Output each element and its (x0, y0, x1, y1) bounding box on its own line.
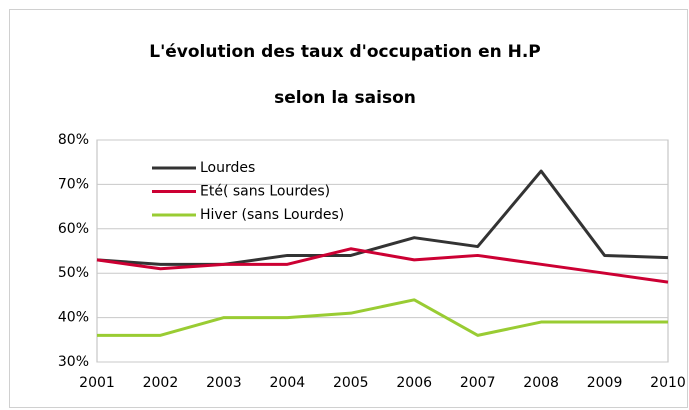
series-line (97, 298, 668, 337)
x-tick-label: 2003 (206, 375, 242, 391)
x-tick-label: 2005 (333, 375, 369, 391)
legend-label: Hiver (sans Lourdes) (200, 207, 344, 223)
x-tick-label: 2007 (460, 375, 496, 391)
series-line (96, 169, 669, 266)
x-tick-label: 2002 (143, 375, 179, 391)
series-line (96, 247, 669, 284)
y-tick-label: 30% (58, 354, 89, 370)
x-tick-label: 2004 (270, 375, 306, 391)
x-tick-label: 2008 (523, 375, 559, 391)
y-tick-label: 60% (58, 221, 89, 237)
x-tick-label: 2010 (650, 375, 686, 391)
y-tick-label: 40% (58, 310, 89, 326)
y-tick-label: 80% (58, 132, 89, 148)
y-tick-label: 70% (58, 176, 89, 192)
chart-title: selon la saison (274, 88, 416, 108)
chart-border (9, 9, 688, 408)
x-tick-label: 2006 (396, 375, 432, 391)
y-tick-label: 50% (58, 265, 89, 281)
legend-label: Lourdes (200, 160, 255, 176)
legend-label: Eté( sans Lourdes) (200, 184, 330, 200)
x-tick-label: 2001 (79, 375, 115, 391)
x-tick-label: 2009 (587, 375, 623, 391)
chart-title: L'évolution des taux d'occupation en H.P (149, 42, 541, 62)
